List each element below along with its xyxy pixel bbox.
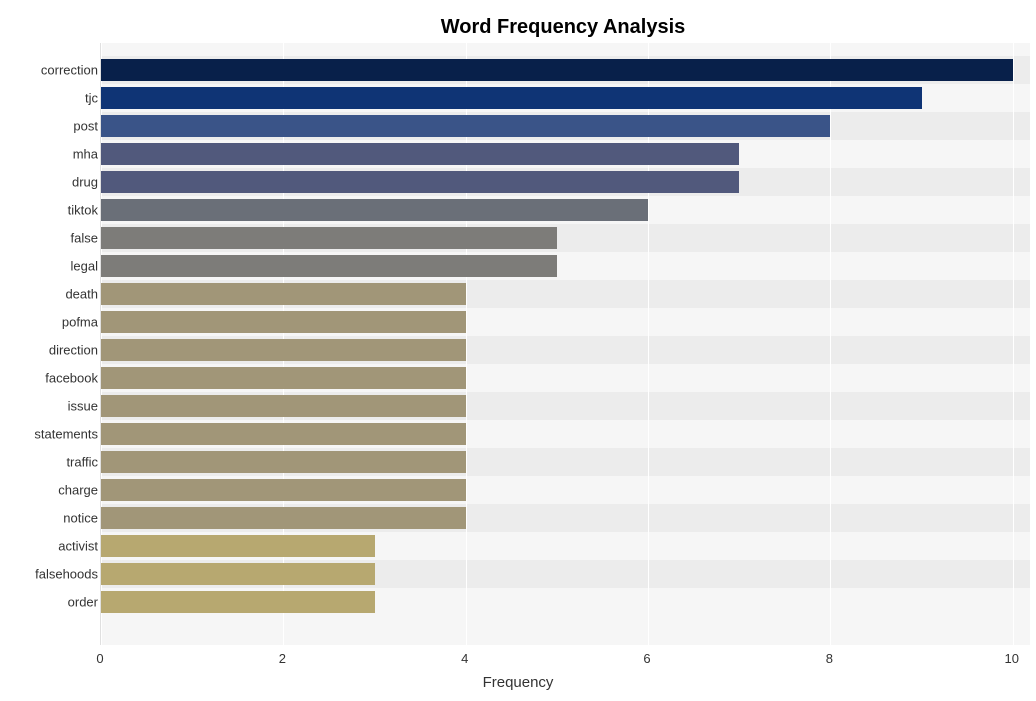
x-tick-label: 2 [279,651,286,666]
y-tick-label: statements [34,427,98,442]
bar-row [101,479,466,501]
y-tick-label: tiktok [68,203,98,218]
bar [101,535,375,557]
chart-title: Word Frequency Analysis [100,16,1026,39]
y-tick-label: pofma [62,315,98,330]
bar-row [101,367,466,389]
bar [101,87,922,109]
bar [101,395,466,417]
gridline [1013,43,1014,645]
y-tick-label: false [71,231,98,246]
plot-area [100,43,1030,645]
bar-row [101,563,375,585]
bar-row [101,283,466,305]
x-tick-label: 0 [96,651,103,666]
bar [101,339,466,361]
bar [101,171,739,193]
bar [101,255,557,277]
y-tick-label: activist [58,539,98,554]
x-axis-label: Frequency [0,674,1036,691]
bar-row [101,507,466,529]
bar [101,479,466,501]
bar-row [101,143,739,165]
bar [101,311,466,333]
bar-row [101,255,557,277]
bar-row [101,59,1013,81]
bar [101,115,830,137]
y-tick-label: falsehoods [35,567,98,582]
bar [101,507,466,529]
bar [101,591,375,613]
bar-row [101,423,466,445]
bar [101,199,648,221]
bar [101,367,466,389]
x-tick-label: 4 [461,651,468,666]
word-frequency-chart: Word Frequency Analysis Frequency correc… [0,0,1036,701]
bar-row [101,227,557,249]
bar-row [101,451,466,473]
bar [101,451,466,473]
bar-row [101,339,466,361]
x-tick-label: 8 [826,651,833,666]
y-tick-label: order [68,595,98,610]
y-tick-label: facebook [45,371,98,386]
bar-row [101,535,375,557]
y-tick-label: death [65,287,98,302]
y-tick-label: correction [41,63,98,78]
bar [101,143,739,165]
bar-row [101,395,466,417]
y-tick-label: direction [49,343,98,358]
bar-row [101,311,466,333]
bar-row [101,115,830,137]
y-tick-label: drug [72,175,98,190]
bar-row [101,171,739,193]
bar [101,59,1013,81]
bar [101,227,557,249]
y-tick-label: traffic [66,455,98,470]
bar [101,423,466,445]
bar-row [101,591,375,613]
y-tick-label: tjc [85,91,98,106]
bar [101,283,466,305]
y-tick-label: post [73,119,98,134]
bar-row [101,87,922,109]
y-tick-label: legal [71,259,98,274]
y-tick-label: charge [58,483,98,498]
y-tick-label: notice [63,511,98,526]
bar [101,563,375,585]
y-tick-label: issue [68,399,98,414]
bar-row [101,199,648,221]
gridline [830,43,831,645]
y-tick-label: mha [73,147,98,162]
x-tick-label: 6 [643,651,650,666]
x-tick-label: 10 [1005,651,1019,666]
